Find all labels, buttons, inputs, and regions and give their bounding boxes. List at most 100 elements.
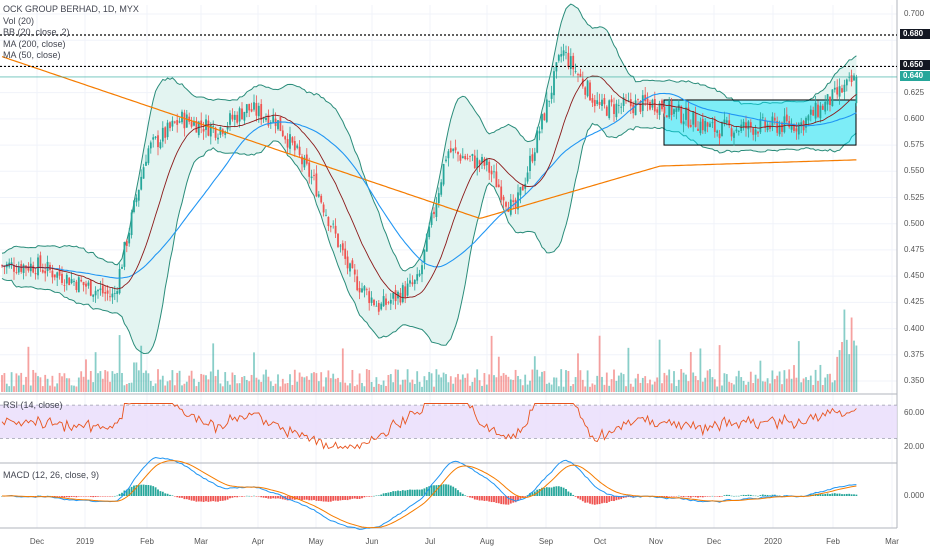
volume-bar [202,374,205,392]
macd-histogram-bar [260,496,263,498]
volume-bar [221,386,224,392]
candle-body [692,111,695,125]
candle-body [670,100,673,115]
volume-bar [128,382,131,392]
candle-body [565,52,567,53]
macd-histogram-bar [497,496,500,504]
candle-body [733,132,735,138]
macd-histogram-bar [236,496,239,498]
volume-bar [517,375,519,392]
y-tick-label: 0.475 [904,244,925,254]
chart-legend: OCK GROUP BERHAD, 1D, MYX Vol (20) BB (2… [3,4,139,62]
macd-histogram-bar [353,496,356,499]
macd-tick-label: 0.000 [904,491,925,500]
volume-bar [394,369,397,392]
candle-body [783,116,786,133]
volume-bar [375,377,378,392]
volume-bar [106,371,109,392]
macd-histogram-bar [817,494,819,496]
volume-bar [442,372,445,392]
volume-bar [526,384,529,392]
candle-body [104,292,107,294]
macd-histogram-bar [34,496,37,497]
candle-body [634,100,637,116]
macd-histogram-bar [224,496,227,501]
volume-bar [209,371,212,392]
candle-body [673,109,675,114]
volume-bar [519,379,522,392]
macd-histogram-bar [385,493,387,496]
macd-histogram-bar [226,496,229,500]
macd-histogram-bar [610,496,613,501]
volume-bar [125,384,128,392]
macd-histogram-bar [718,496,721,497]
candle-body [639,100,642,112]
macd-histogram-bar [752,495,755,497]
volume-bar [353,386,356,392]
macd-histogram-bar [212,496,215,502]
macd-histogram-bar [332,496,335,501]
volume-bar [193,378,195,392]
volume-bar [140,345,143,392]
candle-body [653,99,656,112]
macd-histogram-bar [104,496,107,497]
volume-bar [85,359,87,392]
candle-body [829,96,831,105]
candle-body [795,128,798,132]
candle-body [423,249,426,263]
macd-histogram-bar [358,496,361,499]
volume-bar [425,380,428,392]
volume-bar [536,369,539,392]
candle-body [99,288,102,291]
macd-histogram-bar [541,487,543,496]
macd-histogram-bar [375,495,378,497]
candle-body [598,101,601,105]
candle-body [464,155,467,160]
macd-histogram-bar [848,493,851,496]
candle-body [718,133,721,139]
candle-body [685,107,687,120]
candle-body [255,102,258,116]
volume-bar [224,372,227,392]
macd-histogram-bar [565,489,567,496]
macd-histogram-bar [533,491,536,496]
legend-ma50: MA (50, close) [3,50,61,60]
macd-histogram-bar [589,496,591,504]
macd-histogram-bar [778,495,781,497]
volume-bar [759,360,762,392]
candle-body [764,119,767,128]
candle-body [298,146,301,155]
volume-bar [706,370,709,392]
macd-histogram-bar [553,486,555,496]
macd-histogram-bar [673,496,675,497]
macd-histogram-bar [202,496,205,502]
candle-body [620,106,623,108]
volume-bar [15,373,18,392]
volume-bar [452,383,455,392]
candle-body [687,107,690,127]
volume-bar [149,380,152,392]
x-tick-label: Dec [29,537,45,546]
volume-bar [610,379,613,392]
macd-histogram-bar [461,493,464,496]
macd-histogram-bar [53,496,56,497]
volume-bar [63,373,66,392]
volume-bar [831,382,834,392]
candle-body [589,82,591,101]
candle-body [601,99,603,107]
volume-bar [409,382,411,392]
volume-bar [469,385,471,392]
volume-bar [730,382,733,392]
volume-bar [632,386,635,392]
volume-bar [447,382,450,392]
volume-bar [829,373,831,392]
macd-histogram-bar [87,496,90,497]
volume-bar [697,380,699,392]
volume-bar [629,383,632,392]
macd-histogram-bar [277,496,279,499]
macd-histogram-bar [310,496,313,501]
candle-body [197,121,200,136]
candle-body [514,199,517,209]
candle-body [505,202,507,207]
